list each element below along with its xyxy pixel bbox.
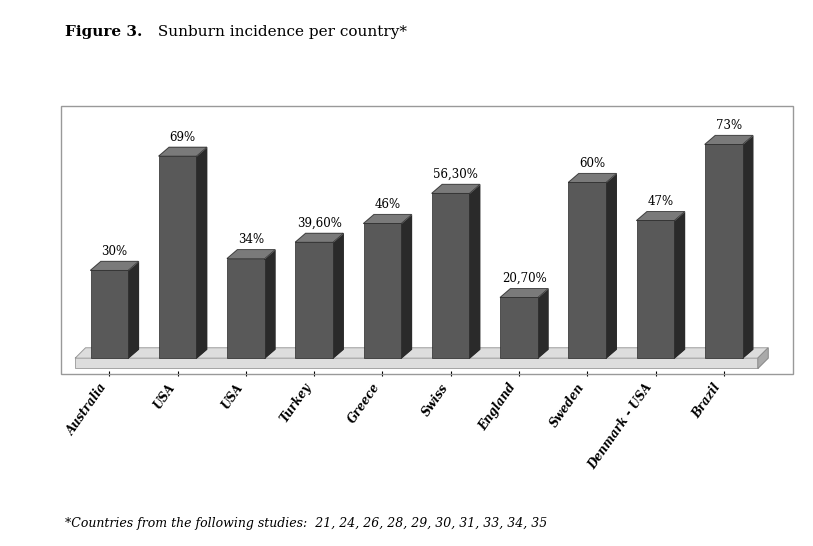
- Polygon shape: [537, 289, 548, 358]
- Text: *Countries from the following studies:  21, 24, 26, 28, 29, 30, 31, 33, 34, 35: *Countries from the following studies: 2…: [65, 517, 547, 530]
- Bar: [705, 144, 742, 358]
- Polygon shape: [758, 348, 768, 369]
- Text: 73%: 73%: [715, 119, 742, 132]
- Bar: [637, 221, 674, 358]
- Bar: [90, 270, 128, 358]
- Bar: [568, 182, 606, 358]
- Text: 20,70%: 20,70%: [502, 272, 546, 285]
- Text: 30%: 30%: [102, 245, 128, 258]
- Text: Figure 3.: Figure 3.: [65, 25, 142, 39]
- Polygon shape: [227, 250, 275, 259]
- Polygon shape: [159, 147, 207, 156]
- Text: 69%: 69%: [170, 130, 196, 144]
- Polygon shape: [197, 147, 207, 358]
- Polygon shape: [742, 135, 753, 358]
- Polygon shape: [705, 135, 753, 144]
- Polygon shape: [128, 262, 138, 358]
- Polygon shape: [606, 174, 616, 358]
- Text: 47%: 47%: [648, 195, 674, 208]
- Bar: [159, 156, 197, 358]
- Text: 56,30%: 56,30%: [433, 168, 478, 181]
- Polygon shape: [637, 212, 685, 221]
- Polygon shape: [432, 185, 480, 193]
- Text: 46%: 46%: [375, 198, 401, 211]
- Polygon shape: [568, 174, 616, 182]
- Text: 34%: 34%: [238, 233, 264, 246]
- Polygon shape: [363, 215, 411, 223]
- Polygon shape: [469, 185, 480, 358]
- Polygon shape: [76, 348, 768, 358]
- Bar: [227, 259, 265, 358]
- Bar: [76, 358, 758, 369]
- Polygon shape: [333, 233, 343, 358]
- Text: 39,60%: 39,60%: [297, 217, 341, 230]
- Text: Sunburn incidence per country*: Sunburn incidence per country*: [153, 25, 406, 39]
- Polygon shape: [90, 262, 138, 270]
- Bar: [363, 223, 402, 358]
- Polygon shape: [674, 212, 685, 358]
- Bar: [295, 242, 333, 358]
- Text: 60%: 60%: [580, 157, 606, 170]
- Polygon shape: [500, 289, 548, 298]
- Polygon shape: [295, 233, 343, 242]
- Bar: [432, 193, 469, 358]
- Polygon shape: [265, 250, 275, 358]
- Polygon shape: [402, 215, 411, 358]
- Bar: [500, 298, 537, 358]
